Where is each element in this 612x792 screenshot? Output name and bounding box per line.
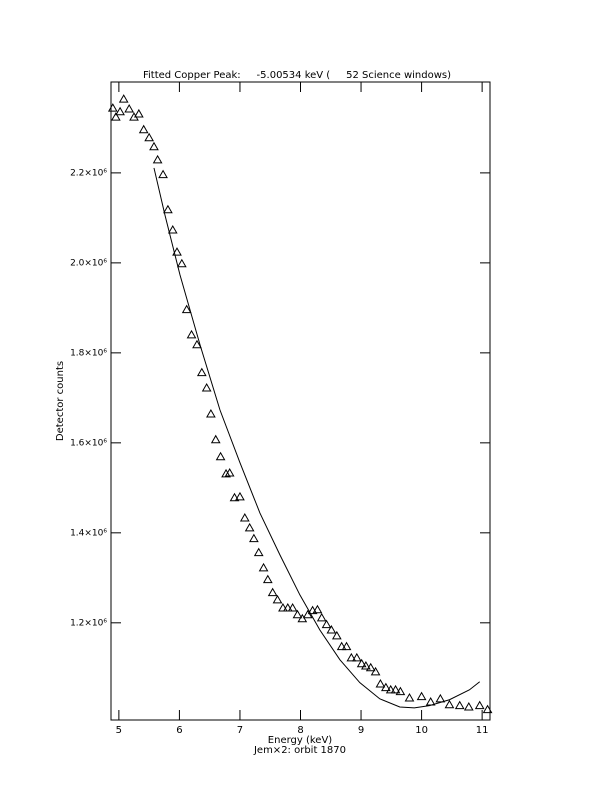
y-tick-label: 2.0×10⁶: [70, 258, 107, 268]
data-point: [244, 522, 255, 532]
y-tick-label: 1.2×10⁶: [70, 618, 107, 628]
data-point: [351, 652, 362, 662]
data-point: [331, 630, 342, 640]
data-point: [375, 678, 386, 688]
data-point: [361, 661, 371, 670]
data-point: [292, 609, 303, 619]
data-point: [152, 154, 163, 164]
data-point: [149, 141, 159, 151]
data-point: [312, 604, 323, 614]
data-point: [390, 684, 401, 694]
fit-line: [153, 167, 481, 709]
data-point: [370, 666, 381, 676]
x-axis-label: Energy (keV): [268, 735, 333, 746]
data-point: [215, 451, 226, 461]
data-point: [107, 103, 118, 112]
data-point: [297, 613, 308, 623]
data-point: [192, 339, 202, 349]
data-point: [144, 132, 155, 142]
data-point: [287, 602, 298, 612]
data-point: [272, 594, 283, 604]
chart-title: Fitted Copper Peak: -5.00534 keV ( 52 Sc…: [143, 70, 451, 81]
data-point: [115, 106, 125, 116]
x-tick-label: 7: [237, 725, 243, 736]
y-tick-label: 2.2×10⁶: [70, 168, 107, 178]
y-tick-label: 1.8×10⁶: [70, 348, 107, 358]
data-point: [463, 701, 474, 711]
data-point: [138, 124, 149, 134]
data-point: [110, 112, 121, 121]
data-point: [267, 587, 278, 597]
data-point: [118, 94, 129, 103]
data-point: [133, 108, 144, 118]
data-point: [416, 691, 427, 701]
data-point: [346, 652, 357, 662]
data-point: [229, 492, 240, 502]
data-point: [326, 625, 337, 634]
y-axis-label: Detector counts: [55, 361, 66, 441]
data-point: [258, 562, 269, 572]
data-point: [365, 662, 376, 672]
data-point: [239, 512, 250, 522]
data-point: [336, 641, 347, 651]
data-point: [172, 247, 182, 256]
data-point: [341, 641, 352, 651]
x-tick-label: 11: [476, 725, 489, 736]
data-point: [302, 609, 313, 619]
plot-frame: [110, 81, 491, 721]
data-point: [404, 692, 415, 702]
data-point: [249, 533, 259, 543]
data-point: [163, 204, 173, 214]
x-tick-label: 5: [116, 725, 122, 736]
data-point: [181, 304, 192, 314]
data-point: [474, 700, 485, 710]
subtitle: Jem×2: orbit 1870: [253, 745, 346, 756]
y-tick-label: 1.4×10⁶: [70, 528, 107, 538]
data-point: [435, 693, 446, 703]
y-tick-label: 1.6×10⁶: [70, 438, 107, 448]
data-point: [224, 467, 235, 477]
data-point: [176, 258, 187, 268]
data-point: [210, 434, 221, 444]
data-point: [206, 409, 216, 418]
data-point: [482, 704, 493, 714]
data-point: [385, 684, 396, 694]
x-tick-label: 10: [415, 725, 428, 736]
data-point: [321, 619, 332, 629]
data-point: [235, 491, 245, 501]
data-point: [278, 602, 288, 612]
x-tick-label: 6: [176, 725, 182, 736]
data-point: [201, 382, 212, 392]
data-point: [186, 329, 197, 339]
x-tick-label: 9: [358, 725, 364, 736]
data-point: [381, 682, 391, 692]
data-point: [316, 612, 327, 622]
data-point: [282, 602, 293, 612]
data-point: [395, 686, 406, 696]
data-point: [454, 700, 465, 710]
data-point: [253, 547, 264, 557]
data-point: [221, 468, 231, 478]
data-point: [158, 169, 168, 179]
data-point: [444, 699, 455, 709]
x-tick-label: 8: [297, 725, 303, 736]
data-point: [262, 574, 273, 584]
data-point: [124, 103, 135, 113]
data-point: [167, 225, 178, 234]
data-point: [356, 658, 367, 668]
data-point: [196, 367, 207, 377]
